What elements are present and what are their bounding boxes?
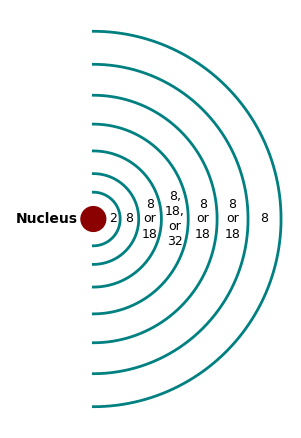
Text: 8: 8	[261, 212, 268, 226]
Text: 8
or
18: 8 or 18	[195, 198, 211, 240]
Circle shape	[81, 207, 106, 231]
Text: 8
or
18: 8 or 18	[225, 198, 240, 240]
Text: 8,
18,
or
32: 8, 18, or 32	[165, 190, 185, 248]
Text: 8
or
18: 8 or 18	[142, 198, 158, 240]
Text: 2: 2	[109, 212, 117, 226]
Text: 8: 8	[126, 212, 133, 226]
Text: Nucleus: Nucleus	[16, 212, 78, 226]
